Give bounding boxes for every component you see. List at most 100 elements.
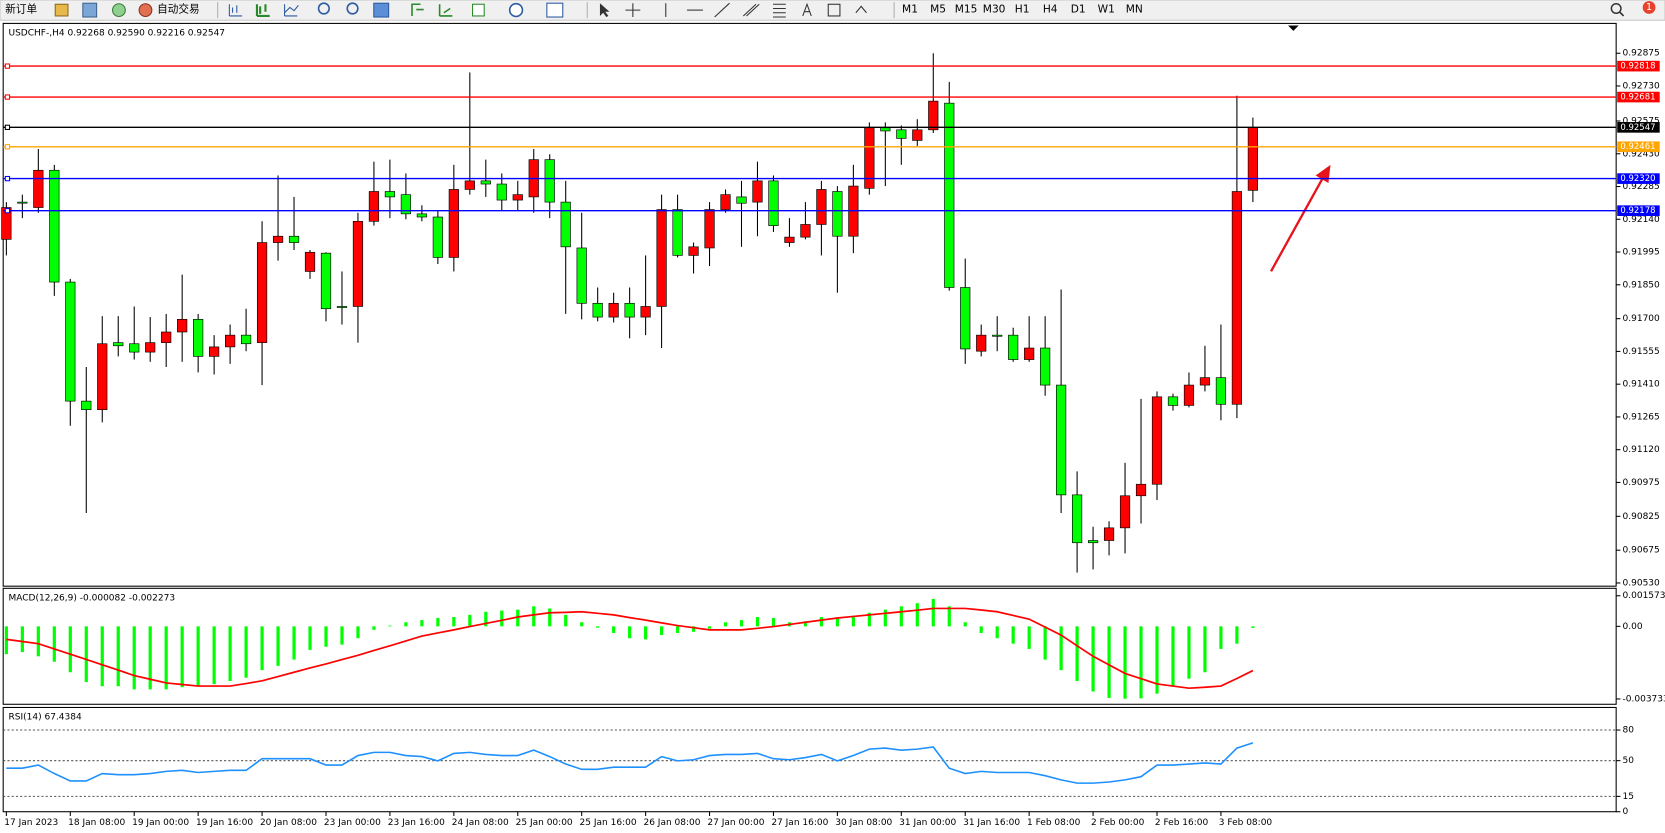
candle-body bbox=[1056, 384, 1067, 496]
candle-body bbox=[193, 319, 204, 357]
macd-bar bbox=[883, 609, 887, 627]
macd-bar bbox=[564, 614, 568, 627]
icon[interactable] bbox=[54, 3, 69, 17]
x-tick-label: 1 Feb 08:00 bbox=[1027, 818, 1081, 828]
chart-shift[interactable] bbox=[438, 4, 453, 17]
macd-bar bbox=[292, 626, 296, 660]
candle-body bbox=[256, 242, 268, 343]
icon[interactable] bbox=[112, 3, 126, 18]
candle-body bbox=[672, 209, 683, 256]
candle-icon[interactable] bbox=[255, 4, 270, 18]
macd-bar bbox=[931, 598, 935, 627]
macd-bar bbox=[1075, 626, 1079, 682]
candle-body bbox=[320, 252, 332, 310]
macd-bar bbox=[308, 626, 312, 650]
text-tool[interactable] bbox=[802, 2, 812, 17]
candle-body bbox=[736, 196, 747, 204]
macd-panel bbox=[2, 587, 1617, 705]
macd-bar bbox=[1155, 626, 1159, 694]
indicators[interactable] bbox=[471, 3, 485, 17]
bar-chart-icon[interactable] bbox=[228, 4, 243, 17]
timeframe-button[interactable]: M1 bbox=[902, 3, 918, 16]
new-order-button[interactable]: 新订单 bbox=[5, 3, 37, 16]
crosshair-tool[interactable] bbox=[625, 3, 641, 18]
candle-body bbox=[113, 342, 124, 347]
timeframe-button[interactable]: W1 bbox=[1098, 3, 1115, 16]
macd-bar bbox=[771, 617, 776, 627]
candle-body bbox=[1103, 527, 1115, 541]
arrows-tool[interactable] bbox=[855, 5, 867, 14]
line-anchor bbox=[4, 208, 11, 214]
y-tick-label: 0.91120 bbox=[1623, 445, 1661, 455]
y-tick-label: 0.91410 bbox=[1623, 380, 1661, 390]
candle-body bbox=[784, 236, 795, 243]
timeframe-button[interactable]: H1 bbox=[1015, 3, 1030, 16]
timeframe-button[interactable]: M5 bbox=[930, 3, 946, 16]
timeframe-button[interactable]: MN bbox=[1126, 3, 1143, 16]
candle-body bbox=[752, 180, 763, 203]
label-tool[interactable] bbox=[827, 3, 841, 17]
trendline-tool[interactable] bbox=[714, 2, 730, 18]
macd-bar bbox=[947, 606, 951, 627]
autoscroll[interactable] bbox=[411, 3, 424, 16]
candle-body bbox=[960, 287, 971, 350]
icon[interactable] bbox=[82, 2, 98, 18]
candle-body bbox=[272, 235, 284, 243]
candle-body bbox=[928, 100, 939, 131]
x-tick-label: 20 Jan 08:00 bbox=[260, 818, 317, 828]
timeframe-button[interactable]: M30 bbox=[983, 3, 1006, 16]
timeframe-button[interactable]: M15 bbox=[955, 3, 978, 16]
candle-body bbox=[145, 342, 156, 353]
macd-bar bbox=[532, 606, 536, 627]
price-label: 0.92681 bbox=[1620, 93, 1655, 103]
x-tick-label: 24 Jan 08:00 bbox=[452, 818, 509, 828]
macd-bar bbox=[628, 626, 632, 639]
macd-bar bbox=[739, 620, 744, 627]
cursor-tool[interactable] bbox=[599, 3, 610, 18]
line-chart-icon[interactable] bbox=[284, 4, 299, 17]
macd-bar bbox=[196, 626, 200, 687]
macd-bar bbox=[851, 615, 855, 627]
candle-body bbox=[33, 169, 44, 208]
candle-body bbox=[416, 213, 427, 218]
notification-badge[interactable] bbox=[1642, 1, 1656, 14]
channel-tool[interactable] bbox=[742, 3, 760, 17]
candle-body bbox=[432, 216, 443, 258]
candle-body bbox=[17, 201, 28, 204]
rsi-title: RSI(14) 67.4384 bbox=[8, 713, 81, 723]
y-tick-label: 0.92430 bbox=[1623, 149, 1661, 159]
macd-bar bbox=[835, 617, 839, 627]
timeframe-button[interactable]: H4 bbox=[1043, 3, 1058, 16]
auto-trade-icon[interactable] bbox=[138, 3, 153, 18]
candle-body bbox=[240, 334, 252, 345]
tile-windows[interactable] bbox=[373, 2, 390, 18]
y-tick-label: 0.91700 bbox=[1623, 314, 1661, 324]
macd-bar bbox=[691, 626, 696, 632]
candle-body bbox=[368, 191, 380, 222]
price-label-box bbox=[1617, 205, 1660, 217]
candle-body bbox=[816, 189, 827, 225]
candle-body bbox=[560, 201, 571, 248]
x-tick-label: 19 Jan 16:00 bbox=[196, 818, 253, 828]
auto-trade-button[interactable]: 自动交易 bbox=[157, 3, 199, 16]
fibo-tool[interactable] bbox=[773, 3, 786, 18]
y-tick-label: 15 bbox=[1623, 792, 1634, 802]
templates[interactable] bbox=[546, 2, 564, 18]
candle-body bbox=[464, 180, 475, 190]
macd-bar bbox=[1107, 626, 1111, 698]
zoom-in[interactable] bbox=[317, 2, 330, 15]
periods[interactable] bbox=[508, 2, 524, 18]
candle-body bbox=[1183, 384, 1195, 406]
notification-count: 1 bbox=[1646, 2, 1652, 13]
timeframe-button[interactable]: D1 bbox=[1071, 3, 1086, 16]
macd-bar bbox=[148, 626, 152, 690]
search-button[interactable] bbox=[1610, 2, 1622, 15]
rsi-panel bbox=[2, 706, 1617, 813]
x-tick-label: 27 Jan 16:00 bbox=[771, 818, 828, 828]
macd-bar bbox=[548, 608, 552, 627]
x-tick-label: 2 Feb 16:00 bbox=[1155, 818, 1209, 828]
zoom-out[interactable] bbox=[346, 2, 359, 15]
macd-bar bbox=[484, 611, 488, 627]
